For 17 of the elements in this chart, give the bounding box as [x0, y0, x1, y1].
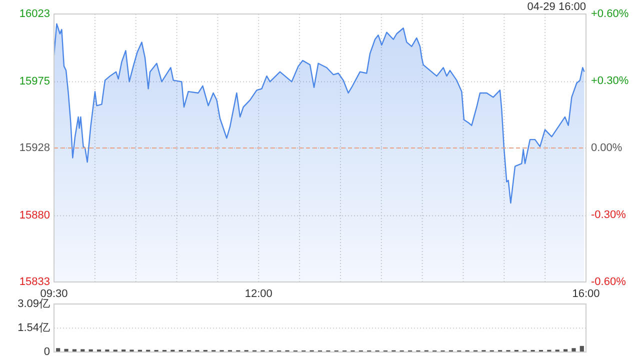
y2-tick-label: -0.60% — [591, 276, 626, 288]
y-tick-label: 1.54亿 — [18, 322, 50, 334]
y-tick-label: 16023 — [19, 8, 50, 20]
y-tick-label: 0 — [44, 346, 50, 358]
text: 04-29 16:00 — [527, 0, 586, 13]
y2-tick-label: +0.30% — [591, 74, 629, 87]
y-tick-label: 15975 — [19, 76, 50, 88]
y2-tick-label: 0.00% — [591, 142, 622, 154]
y-tick-label: 15880 — [19, 210, 50, 222]
y-tick-label: 15833 — [19, 276, 50, 288]
x-tick-label: 12:00 — [244, 288, 272, 300]
x-tick-label: 09:30 — [40, 288, 68, 300]
y2-tick-label: +0.60% — [591, 8, 629, 20]
y-tick-label: 15928 — [19, 142, 50, 154]
y2-tick-label: -0.30% — [591, 208, 626, 221]
x-tick-label: 16:00 — [572, 288, 600, 300]
y-tick-label: 3.09亿 — [18, 298, 50, 310]
